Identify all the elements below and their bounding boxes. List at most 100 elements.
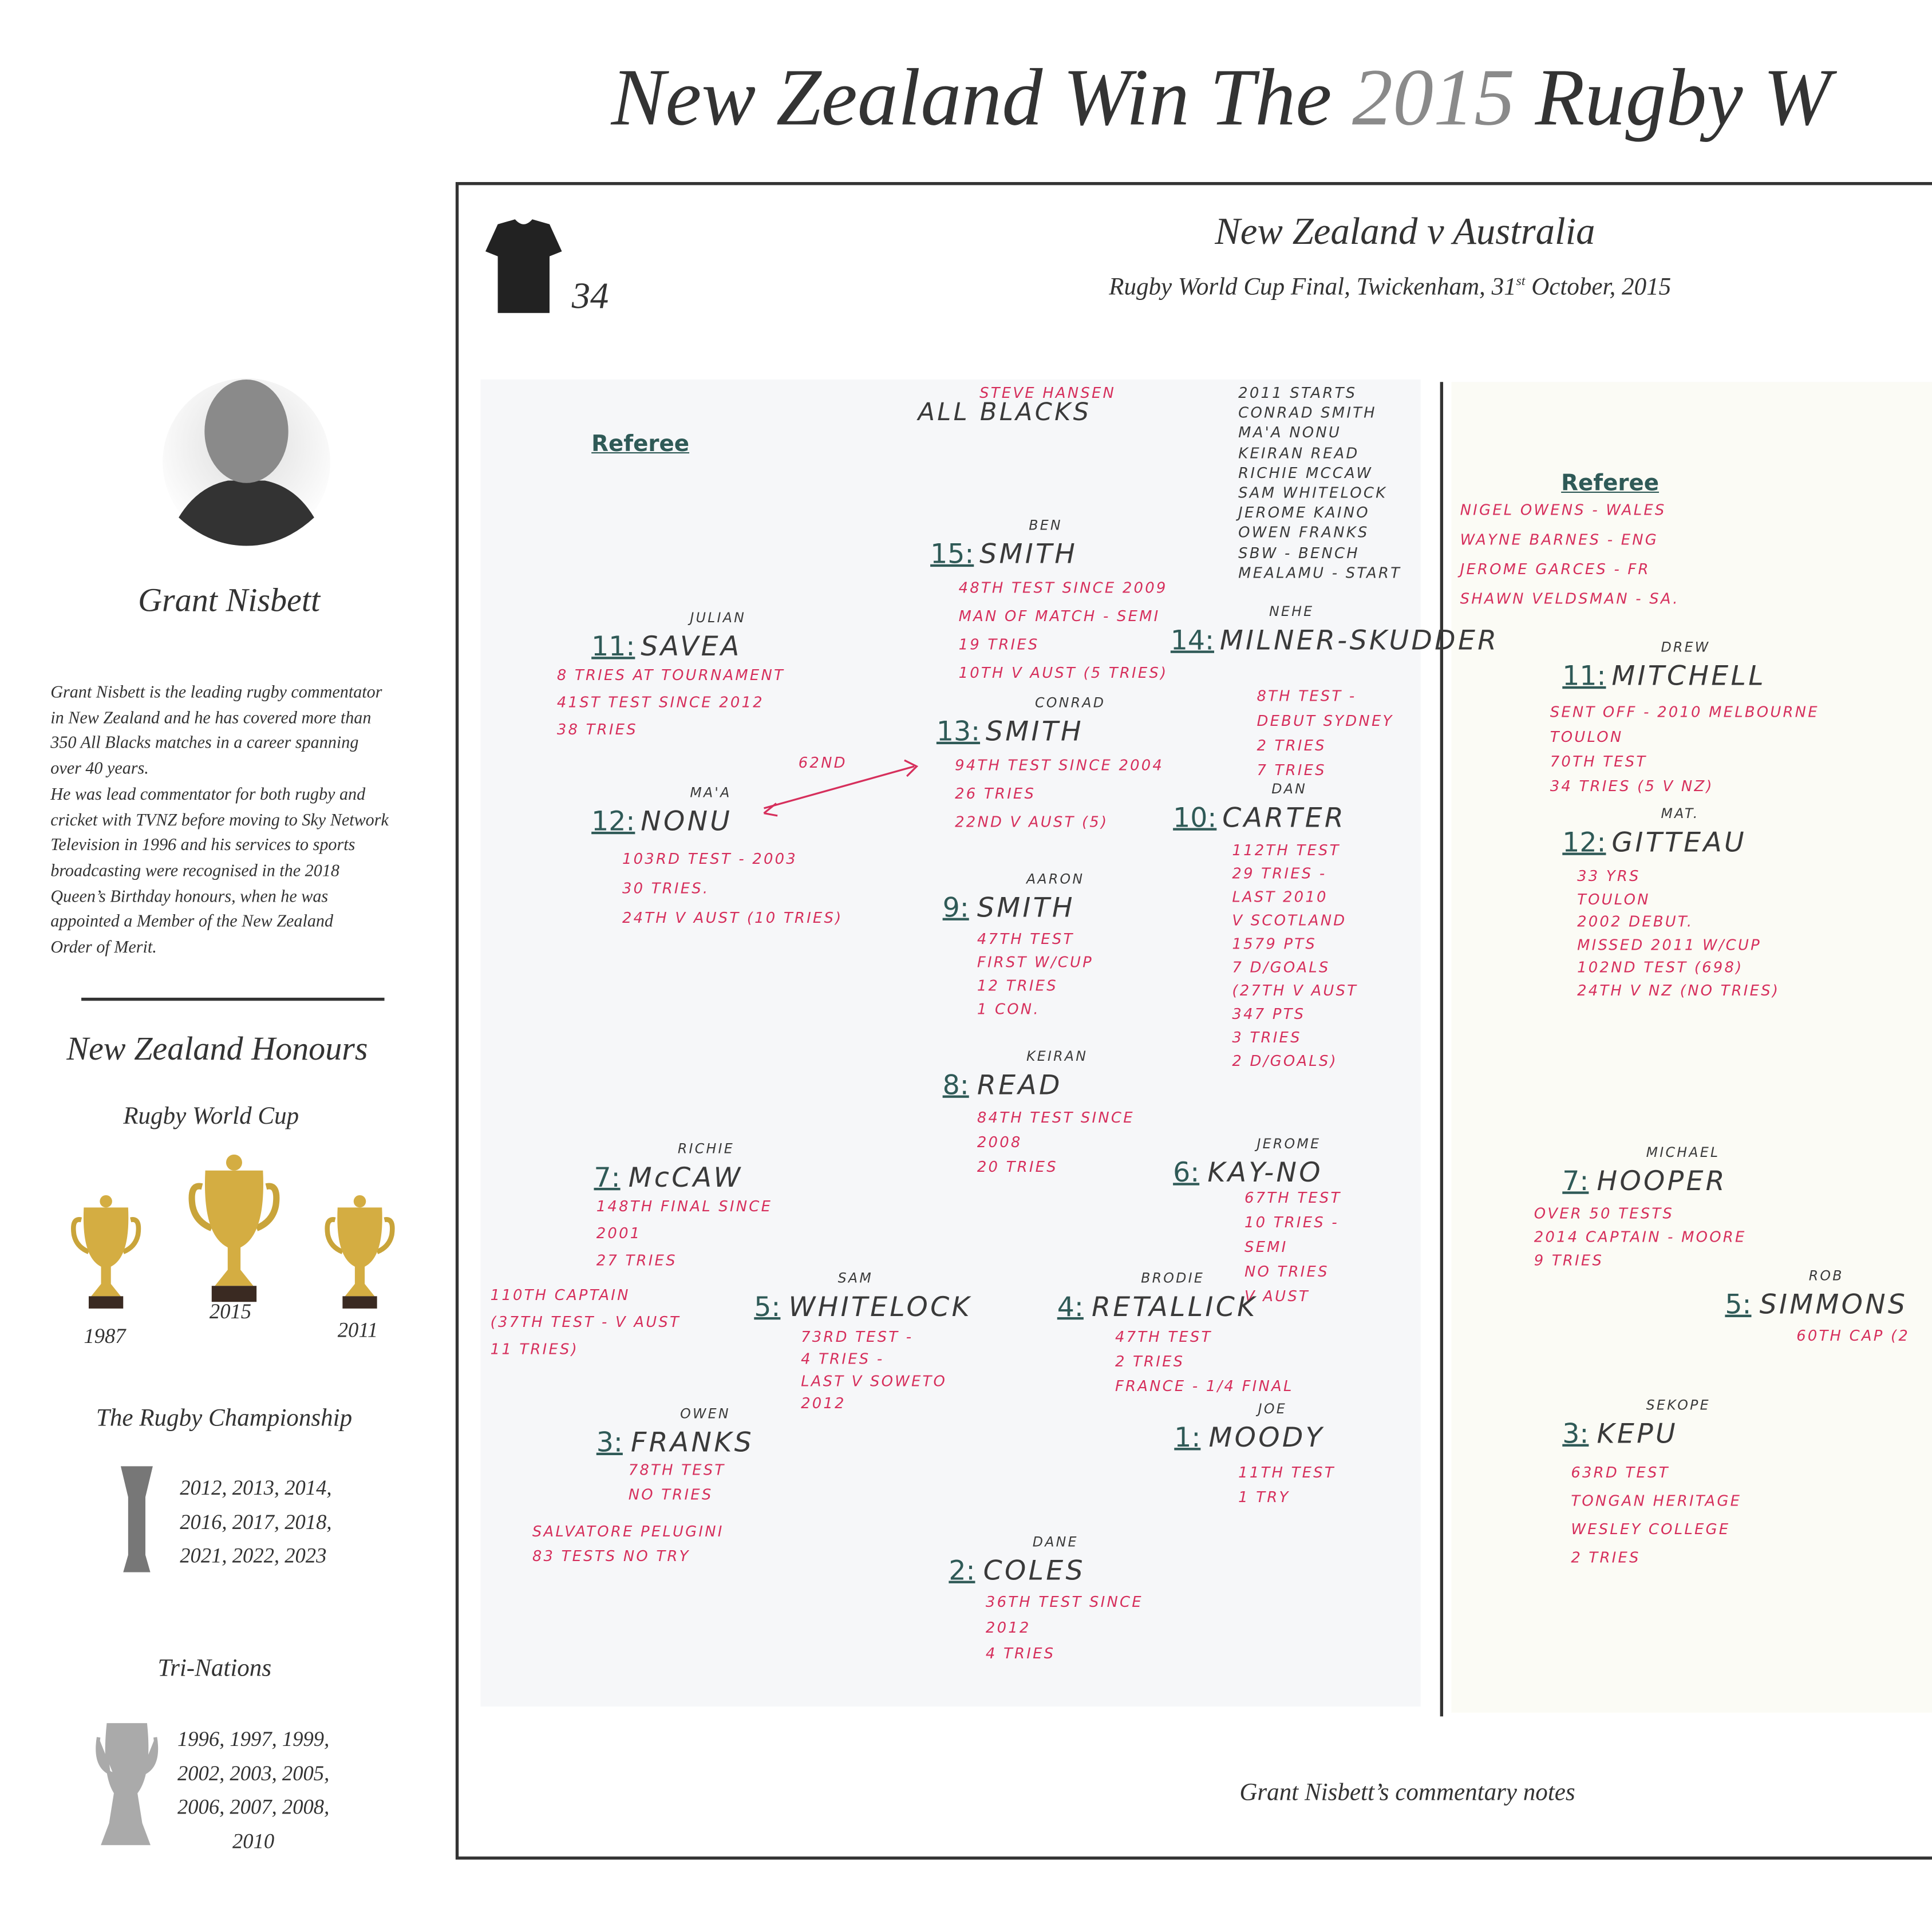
shirt-number: 2:: [949, 1556, 975, 1587]
note-line: MISSED 2011 W/CUP: [1577, 935, 1761, 953]
starts-line: MA'A NONU: [1238, 424, 1342, 442]
shirt-number: 34: [571, 276, 609, 317]
extra-note: 110th CAPTAIN: [490, 1286, 630, 1304]
note-line: 2 TRIES: [1115, 1353, 1185, 1370]
shirt-number: 14:: [1170, 626, 1215, 657]
surname: SIMMONS: [1759, 1290, 1908, 1321]
surname: MITCHELL: [1611, 661, 1766, 693]
extra-note: SALVATORE PELUGINI: [532, 1523, 724, 1540]
surname: RETALLICK: [1092, 1292, 1258, 1323]
page-title: New Zealand Win The 2015 Rugby W: [611, 52, 1831, 145]
year-line: 2006, 2007, 2008,: [177, 1795, 330, 1819]
note-line: FRANCE - 1/4 FINAL: [1115, 1377, 1294, 1395]
note-line: 1 TRY: [1238, 1488, 1290, 1506]
shirt-number: 3:: [1562, 1419, 1589, 1451]
bio-line: broadcasting were recognised in the 2018: [50, 862, 339, 881]
note-line: 24th v AUST (10 TRIES): [622, 909, 843, 927]
year-line: 2010: [232, 1829, 275, 1853]
first-name: BEN: [1029, 517, 1062, 534]
note-line: 22ND v AUST (5): [955, 813, 1109, 831]
note-line: v AUST: [1244, 1287, 1310, 1305]
note-line: 103RD TEST - 2003: [622, 850, 797, 868]
nz-sheet: [480, 379, 1421, 1707]
bio-line: Queen’s Birthday honours, when he was: [50, 888, 329, 907]
shirt-number: 12:: [1562, 828, 1606, 859]
referee-heading: Referee: [591, 431, 690, 457]
note-line: 7 TRIES: [1257, 761, 1326, 779]
first-name: OWEN: [680, 1405, 730, 1422]
team-name: ALL BLACKS: [918, 397, 1092, 426]
first-name: SEKOPE: [1646, 1397, 1710, 1413]
rwc-year: 1987: [84, 1324, 126, 1348]
shirt-number: 6:: [1173, 1158, 1200, 1190]
note-line: 4 TRIES: [985, 1645, 1056, 1662]
note-line: 2012: [985, 1619, 1031, 1637]
tri-nations-years: 1996, 1997, 1999, 2002, 2003, 2005, 2006, …: [177, 1722, 329, 1858]
note-line: 347 PTS: [1232, 1005, 1306, 1023]
note-line: 60th CAP (2: [1796, 1327, 1910, 1345]
first-name: DANE: [1032, 1534, 1078, 1550]
bio-line: in New Zealand and he has covered more t…: [50, 709, 372, 728]
note-line: 3 TRIES: [1232, 1029, 1302, 1046]
note-line: 1 CON.: [977, 1000, 1040, 1018]
starts-line: CONRAD SMITH: [1238, 404, 1377, 422]
note-line: 11th TEST: [1238, 1464, 1336, 1481]
note-line: 10th v AUST (5 TRIES): [958, 664, 1168, 682]
note-line: 33 YRS: [1577, 867, 1641, 885]
note-line: 26 TRIES: [955, 785, 1036, 803]
first-name: DAN: [1271, 781, 1307, 797]
note-line: NO TRIES: [628, 1485, 713, 1503]
honours-title: New Zealand Honours: [66, 1030, 368, 1067]
match-subtitle: Rugby World Cup Final, Twickenham, 31st …: [1109, 274, 1671, 302]
referee-line: JEROME GARCES - FR: [1460, 560, 1650, 578]
note-line: 4 TRIES -: [801, 1350, 884, 1368]
starts-line: KEIRAN READ: [1238, 444, 1360, 462]
shirt-number: 5:: [1725, 1290, 1752, 1321]
shirt-number: 15:: [930, 539, 974, 571]
note-line: 2 TRIES: [1571, 1548, 1641, 1566]
note-line: 36th TEST SINCE: [985, 1593, 1143, 1611]
portrait-suit: [179, 480, 314, 546]
note-line: 10 TRIES -: [1244, 1214, 1339, 1231]
note-line: TOULON: [1577, 890, 1650, 908]
first-name: JOE: [1258, 1401, 1287, 1417]
note-line: 2001: [596, 1224, 642, 1242]
note-line: 12 TRIES: [977, 977, 1058, 995]
first-name: CONRAD: [1035, 694, 1106, 711]
note-line: WESLEY COLLEGE: [1571, 1520, 1730, 1538]
shirt-number: 12:: [591, 807, 635, 838]
note-line: v SCOTLAND: [1232, 911, 1347, 929]
note-line: 41ST TEST SINCE 2012: [556, 693, 764, 711]
first-name: JEROME: [1257, 1136, 1321, 1152]
tri-nations-title: Tri-Nations: [157, 1654, 272, 1682]
surname: MOODY: [1208, 1423, 1325, 1454]
bio-line: appointed a Member of the New Zealand: [50, 913, 334, 932]
title-end: Rugby W: [1535, 53, 1831, 143]
referee-line: SHAWN VELDSMAN - SA.: [1460, 590, 1680, 608]
note-line: 63RD TEST: [1571, 1464, 1670, 1481]
note-arrow-tail: [763, 803, 778, 817]
note-line: 24th v NZ (NO TRIES): [1577, 981, 1780, 999]
first-name: DREW: [1661, 639, 1710, 656]
referee-line: NIGEL OWENS - WALES: [1460, 501, 1666, 519]
first-name: JULIAN: [690, 610, 746, 626]
surname: SMITH: [979, 539, 1078, 571]
profile-bio: Grant Nisbett is the leading rugby comme…: [50, 681, 389, 962]
first-name: KEIRAN: [1026, 1048, 1088, 1065]
note-line: 1579 PTS: [1232, 935, 1317, 953]
surname: MILNER-SKUDDER: [1219, 626, 1499, 657]
note-line: LAST 2010: [1232, 888, 1328, 906]
surname: COLES: [983, 1556, 1085, 1587]
portrait-head: [204, 379, 289, 483]
rwc-year: 2015: [209, 1299, 252, 1323]
bio-line: over 40 years.: [50, 760, 149, 779]
note-line: 2 TRIES: [1257, 737, 1326, 754]
starts-line: SAM WHITELOCK: [1238, 484, 1388, 502]
title-start: New Zealand Win The: [611, 53, 1332, 143]
note-line: (27th v AUST: [1232, 982, 1358, 999]
championship-trophy: [120, 1466, 153, 1573]
note-line: 2 D/GOALS): [1232, 1052, 1338, 1070]
